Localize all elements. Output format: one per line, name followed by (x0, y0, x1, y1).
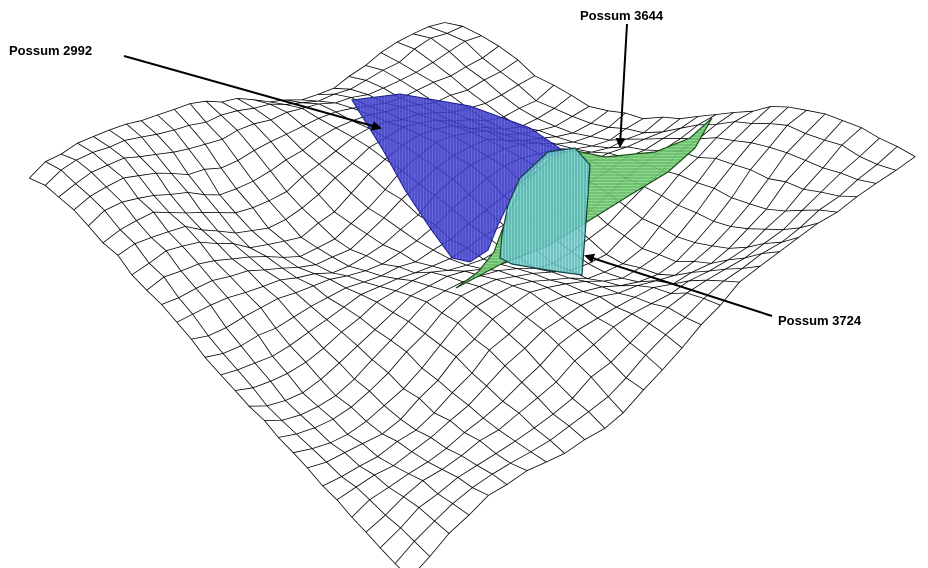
terrain-mesh (29, 22, 916, 568)
mesh-line-v (418, 156, 916, 568)
mesh-line-v (220, 118, 681, 376)
mesh-line-v (44, 25, 463, 186)
mesh-line-v (365, 127, 862, 533)
mesh-line-v (394, 146, 898, 564)
mesh-line-u (45, 161, 431, 557)
possum-3724-range (499, 147, 591, 276)
mesh-line-u (29, 177, 401, 568)
mesh-line-v (293, 106, 771, 454)
mesh-line-v (88, 59, 519, 227)
annotation-2992: Possum 2992 (9, 43, 382, 131)
mesh-line-v (58, 35, 482, 198)
mesh-line-v (278, 110, 754, 438)
mesh-line-v (336, 113, 826, 501)
mesh-line-v (351, 120, 843, 518)
mesh-line-v (322, 109, 807, 487)
arrow-possum-3644 (615, 23, 628, 148)
mesh-line-v (379, 137, 880, 549)
mesh-line-v (29, 22, 445, 179)
annotation-3644: Possum 3644 (580, 8, 664, 148)
arrow-possum-2992 (123, 55, 382, 131)
annotation-3724: Possum 3724 (584, 253, 862, 328)
mesh-line-v (73, 45, 500, 211)
mesh-line-v (307, 106, 789, 469)
arrow-possum-3724 (584, 253, 773, 317)
possum-3724-region (499, 147, 591, 276)
label-possum-3644: Possum 3644 (580, 8, 664, 23)
label-possum-2992: Possum 2992 (9, 43, 92, 58)
label-possum-3724: Possum 3724 (778, 313, 862, 328)
